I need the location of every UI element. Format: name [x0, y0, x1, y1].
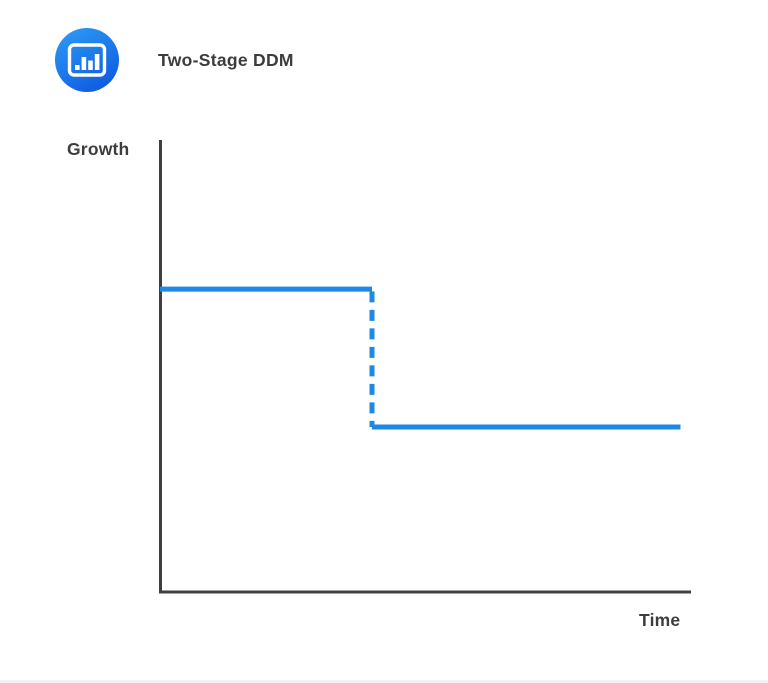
bar-chart-glyph	[67, 43, 107, 77]
bar-chart-icon	[55, 28, 119, 92]
y-axis-label: Growth	[67, 139, 130, 159]
page-title: Two-Stage DDM	[158, 49, 294, 70]
series-group	[160, 286, 681, 430]
header: Two-Stage DDM	[55, 28, 294, 92]
x-axis-label: Time	[639, 610, 681, 630]
